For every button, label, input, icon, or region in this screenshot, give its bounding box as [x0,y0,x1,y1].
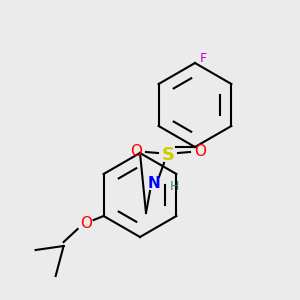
Text: O: O [194,143,206,158]
Text: H: H [169,181,179,194]
Text: O: O [80,217,92,232]
Text: N: N [148,176,160,190]
Text: S: S [161,146,175,164]
Text: F: F [200,52,207,65]
Text: O: O [130,143,142,158]
